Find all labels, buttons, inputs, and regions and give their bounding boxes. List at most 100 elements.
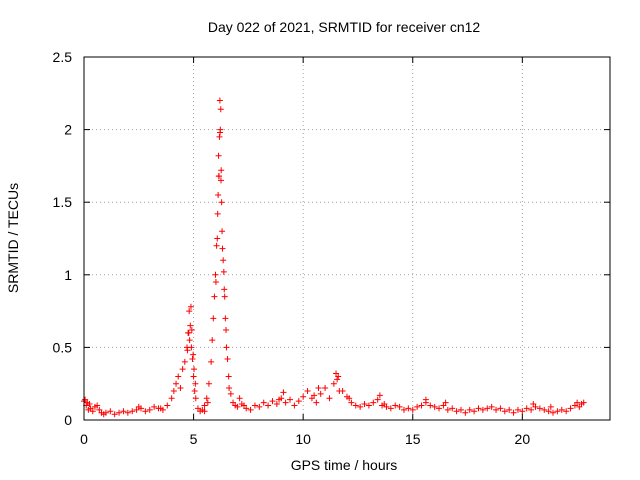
data-point (466, 406, 473, 413)
y-tick-label: 0.5 (53, 339, 73, 355)
data-point (563, 408, 570, 415)
data-point (240, 402, 247, 409)
x-tick-label: 15 (405, 431, 421, 447)
data-point (135, 403, 142, 410)
x-tick-label: 0 (80, 431, 88, 447)
data-point (357, 403, 364, 410)
data-point (545, 408, 552, 415)
data-point (216, 173, 223, 180)
data-point (530, 401, 537, 408)
data-point (462, 409, 469, 416)
data-point (220, 257, 227, 264)
chart-title: Day 022 of 2021, SRMTID for receiver cn1… (208, 19, 481, 35)
data-point (523, 405, 530, 412)
y-tick-label: 1.5 (53, 194, 73, 210)
y-tick-label: 0 (64, 412, 72, 428)
data-point (215, 191, 222, 198)
data-point (304, 387, 311, 394)
data-point (578, 401, 585, 408)
data-point (175, 373, 182, 380)
data-points (81, 97, 587, 418)
data-point (479, 406, 486, 413)
data-point (422, 396, 429, 403)
data-point (210, 315, 217, 322)
data-point (317, 390, 324, 397)
data-point (181, 358, 188, 365)
data-point (111, 411, 118, 418)
data-point (374, 396, 381, 403)
data-point (224, 356, 231, 363)
data-point (260, 399, 267, 406)
data-point (236, 395, 243, 402)
data-point (191, 366, 198, 373)
data-point (436, 405, 443, 412)
data-point (475, 405, 482, 412)
data-point (205, 380, 212, 387)
data-point (227, 390, 234, 397)
data-point (554, 408, 561, 415)
data-point (189, 356, 196, 363)
data-point (311, 392, 318, 399)
data-point (204, 399, 211, 406)
data-point (219, 245, 226, 252)
data-point (256, 403, 263, 410)
data-point (493, 406, 500, 413)
data-point (541, 406, 548, 413)
data-point (330, 380, 337, 387)
data-point (536, 405, 543, 412)
x-tick-labels: 0 5 10 15 20 (80, 431, 530, 447)
data-point (346, 395, 353, 402)
data-point (201, 408, 208, 415)
data-point (365, 402, 372, 409)
data-point (444, 406, 451, 413)
data-point (226, 385, 233, 392)
grid (84, 57, 610, 420)
data-point (392, 402, 399, 409)
data-point (102, 409, 109, 416)
data-point (218, 199, 225, 206)
data-point (177, 385, 184, 392)
data-point (431, 403, 438, 410)
y-tick-label: 2 (64, 122, 72, 138)
data-point (348, 399, 355, 406)
data-point (287, 396, 294, 403)
data-point (282, 399, 289, 406)
data-point (558, 406, 565, 413)
data-point (280, 389, 287, 396)
data-point (186, 308, 193, 315)
data-point (322, 385, 329, 392)
data-point (336, 387, 343, 394)
data-point (221, 286, 228, 293)
data-point (333, 370, 340, 377)
data-point (213, 242, 220, 249)
data-point (188, 326, 195, 333)
data-point (221, 293, 228, 300)
data-point (514, 406, 521, 413)
data-point (190, 373, 197, 380)
data-point (116, 409, 123, 416)
data-point (265, 402, 272, 409)
data-point (188, 344, 195, 351)
data-point (146, 406, 153, 413)
data-point (192, 380, 199, 387)
data-point (179, 366, 186, 373)
data-point (173, 380, 180, 387)
data-point (186, 337, 193, 344)
data-point (300, 393, 307, 400)
data-point (295, 398, 302, 405)
data-point (547, 403, 554, 410)
data-point (567, 405, 574, 412)
data-point (203, 395, 210, 402)
data-point (315, 385, 322, 392)
data-point (212, 279, 219, 286)
data-point (313, 399, 320, 406)
data-point (89, 408, 96, 415)
data-point (442, 399, 449, 406)
data-point (396, 403, 403, 410)
y-tick-label: 2.5 (53, 49, 73, 65)
data-point (220, 268, 227, 275)
data-point (190, 351, 197, 358)
y-tick-label: 1 (64, 267, 72, 283)
data-point (208, 358, 215, 365)
